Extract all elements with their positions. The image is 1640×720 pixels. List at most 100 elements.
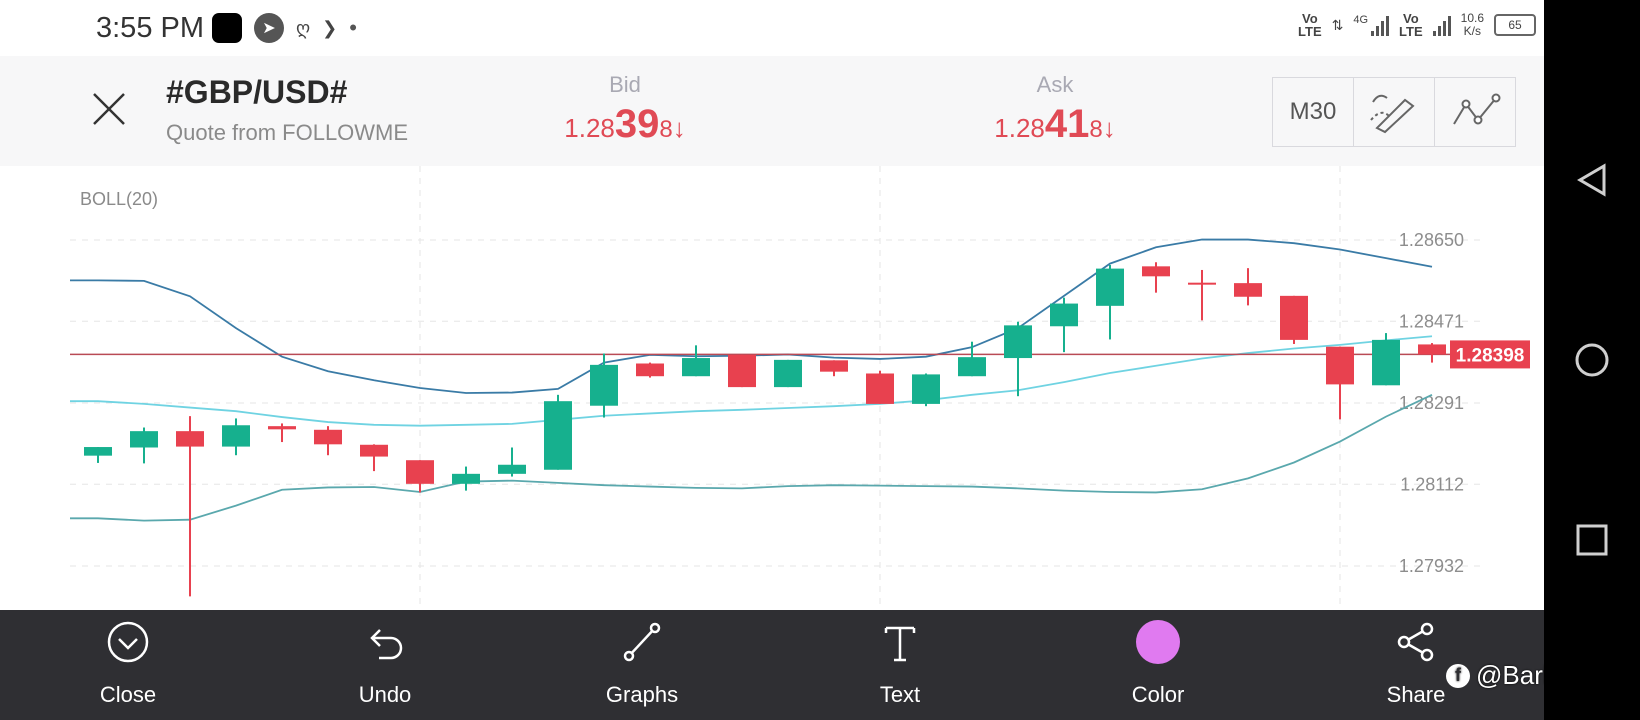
signal-icon-2	[1432, 14, 1451, 36]
home-icon[interactable]	[1568, 336, 1616, 384]
system-nav-bar	[1544, 0, 1640, 720]
bid-label: Bid	[609, 72, 641, 97]
volte-icon: Vo LTE	[1298, 11, 1322, 39]
system-icons: Vo LTE ⇅ 4G Vo LTE 10.6 K/s 65	[1298, 12, 1536, 38]
candle-body	[1188, 282, 1216, 285]
candle-body	[268, 426, 296, 430]
candle-body	[406, 460, 434, 484]
boll-middle-line	[70, 335, 1433, 427]
share-icon	[1394, 620, 1438, 664]
candle-body	[130, 431, 158, 448]
bid-down-arrow-icon: ↓	[672, 113, 686, 143]
candle-body	[1050, 303, 1078, 327]
network-speed: 10.6 K/s	[1460, 11, 1484, 38]
ask-prefix: 1.28	[994, 113, 1045, 143]
undo-icon	[363, 620, 407, 664]
ask-price: 1.28418↓	[945, 102, 1165, 147]
quote-source: Quote from FOLLOWME	[166, 120, 409, 145]
volte-icon-2: Vo LTE	[1399, 11, 1423, 39]
color-swatch	[1136, 620, 1180, 664]
app-logo-icon: ღ	[296, 17, 311, 38]
close-label: Close	[99, 682, 157, 707]
candle-body	[544, 401, 572, 470]
draw-pen-icon[interactable]	[1354, 78, 1435, 146]
chart-tools: M30	[1272, 77, 1516, 147]
bird-icon: ❯	[322, 17, 338, 38]
candlestick-chart[interactable]: 1.28650 1.28471 1.28291 1.28112 1.27932 BOLL(…	[0, 166, 1544, 610]
undo-button[interactable]: Undo	[323, 610, 443, 720]
undo-label: Undo	[358, 682, 412, 707]
y-tick-label: 1.28650	[1399, 230, 1464, 250]
candle-body	[1142, 266, 1170, 277]
bid-block: Bid 1.28398↓	[515, 72, 735, 147]
y-tick-label: 1.28291	[1399, 393, 1464, 413]
close-icon[interactable]	[88, 88, 130, 130]
signal-icon: 4G	[1353, 14, 1390, 36]
data-arrows-icon: ⇅	[1331, 16, 1344, 33]
share-button[interactable]: Share	[1354, 610, 1474, 720]
recents-icon[interactable]	[1568, 516, 1616, 564]
candle-body	[1280, 295, 1308, 340]
candle-body	[682, 358, 710, 377]
bid-prefix: 1.28	[564, 113, 615, 143]
text-label: Text	[879, 682, 921, 707]
ask-big: 41	[1044, 102, 1090, 146]
close-button[interactable]: Close	[66, 610, 186, 720]
current-price-label: 1.28398	[1456, 345, 1525, 366]
graphs-button[interactable]: Graphs	[580, 610, 700, 720]
ask-suffix: 8	[1089, 116, 1103, 143]
candle-body	[84, 447, 112, 456]
candle-body	[1418, 344, 1446, 355]
ask-block: Ask 1.28418↓	[945, 72, 1165, 147]
candle-body	[774, 359, 802, 388]
indicator-line-icon[interactable]	[1435, 78, 1515, 146]
candle-body	[590, 364, 618, 406]
candle-body	[314, 429, 342, 445]
candle-body	[1326, 346, 1354, 385]
color-label: Color	[1131, 682, 1185, 707]
text-button[interactable]: Text	[838, 610, 958, 720]
bottom-toolbar: Close Undo Graphs Text Color Share	[0, 610, 1544, 720]
candle-body	[866, 373, 894, 404]
notification-icons: ➤ ღ ❯ •	[212, 13, 357, 43]
candle-body	[958, 357, 986, 377]
timeframe-button[interactable]: M30	[1273, 78, 1354, 146]
status-time: 3:55 PM	[96, 12, 204, 44]
line-tool-icon	[620, 620, 664, 664]
price-chart[interactable]: 1.28650 1.28471 1.28291 1.28112 1.27932 BOLL(…	[0, 166, 1544, 610]
current-price-tag	[1450, 340, 1530, 369]
battery-level: 65	[1508, 18, 1522, 32]
app-notification-icon	[212, 13, 242, 43]
color-swatch-icon	[1136, 620, 1180, 664]
back-icon[interactable]	[1568, 156, 1616, 204]
candle-body	[636, 363, 664, 377]
status-bar: 3:55 PM ➤ ღ ❯ • Vo LTE ⇅ 4G Vo LTE 10.6 K/s…	[0, 0, 1544, 56]
candle-body	[498, 464, 526, 474]
more-notifications-icon: •	[349, 15, 357, 40]
close-circle-icon	[106, 620, 150, 664]
y-tick-label: 1.28471	[1399, 311, 1464, 331]
boll-lower-line	[70, 394, 1433, 522]
candle-body	[912, 374, 940, 404]
text-icon	[878, 620, 922, 664]
color-button[interactable]: Color	[1096, 610, 1216, 720]
y-tick-label: 1.28112	[1400, 474, 1464, 494]
candle-body	[1004, 325, 1032, 359]
telegram-icon: ➤	[254, 13, 284, 43]
bid-suffix: 8	[659, 116, 673, 143]
graphs-label: Graphs	[605, 682, 679, 707]
candle-body	[176, 431, 204, 447]
network-type: 4G	[1353, 14, 1369, 26]
y-tick-label: 1.27932	[1399, 556, 1464, 576]
candle-body	[1096, 268, 1124, 306]
candle-body	[1372, 339, 1400, 386]
battery-icon: 65	[1494, 14, 1536, 36]
candle-body	[452, 473, 480, 484]
candle-body	[360, 444, 388, 457]
symbol-title: #GBP/USD#	[166, 74, 348, 110]
ask-label: Ask	[1036, 72, 1074, 97]
candle-body	[1234, 283, 1262, 297]
candle-body	[222, 425, 250, 447]
indicator-label: BOLL(20)	[80, 189, 158, 209]
bid-price: 1.28398↓	[515, 102, 735, 147]
